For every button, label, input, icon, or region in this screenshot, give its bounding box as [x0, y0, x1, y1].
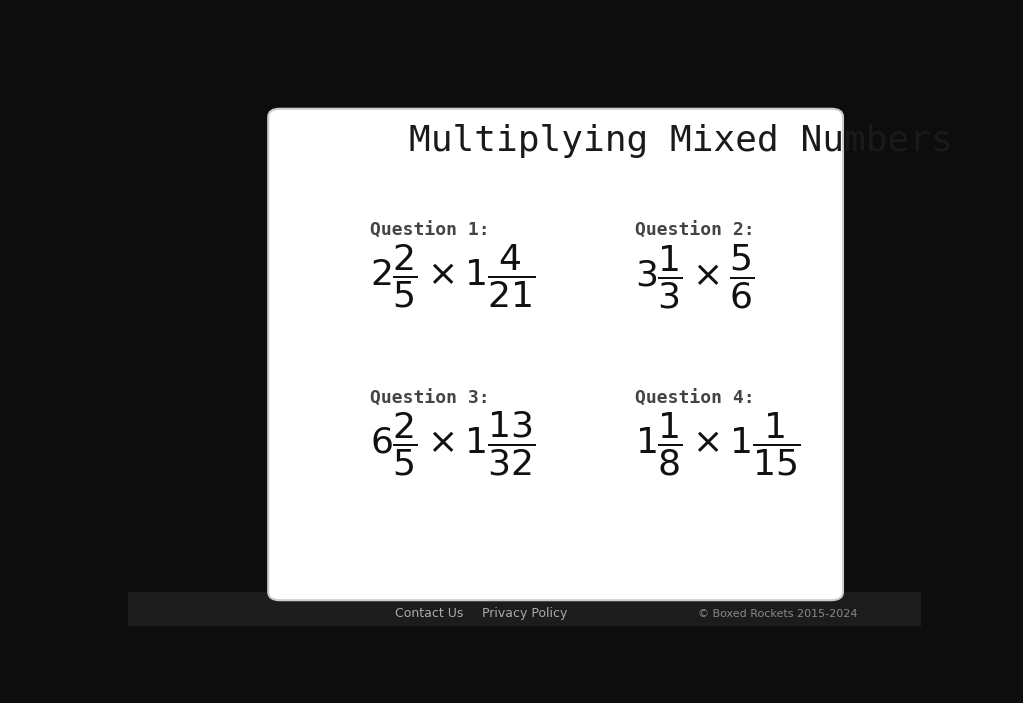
Text: $6\dfrac{2}{5} \times 1\dfrac{13}{32}$: $6\dfrac{2}{5} \times 1\dfrac{13}{32}$: [369, 410, 535, 479]
Text: Contact Us: Contact Us: [395, 607, 463, 620]
Text: Multiplying Mixed Numbers: Multiplying Mixed Numbers: [409, 124, 953, 158]
Text: © Boxed Rockets 2015-2024: © Boxed Rockets 2015-2024: [699, 609, 857, 619]
Text: Privacy Policy: Privacy Policy: [482, 607, 567, 620]
Text: Question 4:: Question 4:: [635, 389, 755, 407]
Text: Question 3:: Question 3:: [369, 389, 489, 407]
Text: Question 2:: Question 2:: [635, 221, 755, 240]
Text: $1\dfrac{1}{8} \times 1\dfrac{1}{15}$: $1\dfrac{1}{8} \times 1\dfrac{1}{15}$: [635, 411, 801, 478]
Text: $3\dfrac{1}{3} \times \dfrac{5}{6}$: $3\dfrac{1}{3} \times \dfrac{5}{6}$: [635, 243, 755, 311]
Text: $2\dfrac{2}{5} \times 1\dfrac{4}{21}$: $2\dfrac{2}{5} \times 1\dfrac{4}{21}$: [369, 243, 535, 310]
Text: Question 1:: Question 1:: [369, 221, 489, 240]
FancyBboxPatch shape: [268, 109, 843, 600]
FancyBboxPatch shape: [128, 592, 921, 626]
